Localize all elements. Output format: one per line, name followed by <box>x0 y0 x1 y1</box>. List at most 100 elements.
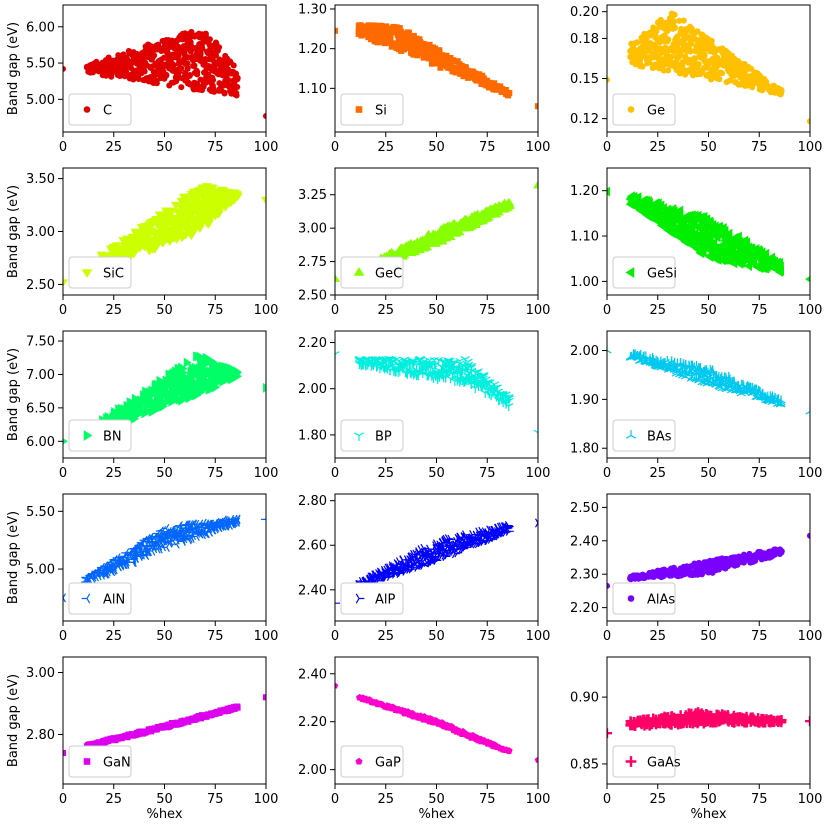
data-point <box>374 39 381 46</box>
data-point <box>446 62 453 69</box>
data-point-endpoint <box>262 113 266 120</box>
x-tick-label: 75 <box>479 629 496 644</box>
data-point <box>210 76 217 84</box>
data-point <box>161 542 170 552</box>
data-point <box>410 51 417 58</box>
data-point <box>203 219 214 228</box>
data-point <box>407 39 414 46</box>
data-points <box>63 514 266 603</box>
data-point <box>454 227 465 236</box>
legend: AlAs <box>612 582 676 615</box>
x-tick-label: 100 <box>798 140 823 155</box>
y-tick-label: 6.00 <box>26 435 55 450</box>
legend-box <box>340 582 404 615</box>
data-point <box>376 34 383 41</box>
data-point <box>504 523 513 533</box>
data-point <box>677 52 684 59</box>
data-point <box>504 395 514 404</box>
legend-box <box>612 256 676 289</box>
legend: AlN <box>68 582 132 615</box>
data-point <box>394 42 401 49</box>
legend-label: GeSi <box>647 267 677 282</box>
y-tick-label: 1.20 <box>298 42 327 57</box>
data-point <box>639 63 646 70</box>
data-point-endpoint <box>335 274 340 282</box>
x-tick-label: 0 <box>59 466 67 481</box>
x-tick-label: 75 <box>751 466 768 481</box>
legend-label: Si <box>375 104 387 119</box>
data-point <box>159 723 166 730</box>
data-point <box>776 266 785 276</box>
x-tick-label: 100 <box>526 140 551 155</box>
y-tick-label: 6.50 <box>26 401 55 416</box>
data-point <box>657 16 664 23</box>
legend-marker <box>355 593 365 604</box>
x-tick-label: 50 <box>700 466 717 481</box>
data-point <box>475 71 482 78</box>
x-tick-label: 25 <box>377 466 394 481</box>
data-point <box>686 56 693 63</box>
data-point <box>414 52 421 59</box>
y-tick-label: 5.00 <box>26 93 55 108</box>
data-point <box>150 406 159 416</box>
data-point <box>159 401 168 412</box>
data-point <box>135 407 144 418</box>
data-point <box>189 381 198 392</box>
data-point <box>775 257 784 268</box>
x-tick-label: 50 <box>156 140 173 155</box>
data-point <box>398 39 405 46</box>
data-point <box>179 231 190 240</box>
data-point <box>169 380 178 391</box>
data-point <box>170 201 181 210</box>
data-point <box>361 30 368 37</box>
data-point <box>126 64 133 71</box>
data-point <box>232 72 239 79</box>
data-point <box>679 59 686 66</box>
data-point <box>458 62 465 69</box>
data-point-endpoint <box>533 429 538 438</box>
x-tick-label: 0 <box>59 629 67 644</box>
data-point <box>468 68 475 75</box>
data-point-endpoint <box>535 518 538 528</box>
data-point <box>186 390 195 401</box>
x-tick-label: 75 <box>751 629 768 644</box>
y-tick-label: 2.20 <box>298 336 327 351</box>
y-tick-label: 2.50 <box>298 289 327 304</box>
x-tick-label: 75 <box>479 466 496 481</box>
data-point <box>181 219 192 228</box>
legend: BP <box>340 419 404 452</box>
data-point <box>504 403 514 412</box>
x-tick-label: 75 <box>207 303 224 318</box>
x-tick-label: 0 <box>603 303 611 318</box>
data-point <box>680 236 689 247</box>
data-point <box>205 36 212 43</box>
data-point <box>129 59 136 66</box>
data-point <box>436 47 443 54</box>
data-point <box>383 23 390 30</box>
data-point <box>419 43 426 50</box>
data-point <box>416 46 423 53</box>
data-point <box>692 48 699 55</box>
data-point <box>121 559 130 569</box>
legend-box <box>68 93 132 126</box>
data-point <box>180 719 187 726</box>
data-point <box>186 72 193 79</box>
data-points <box>63 28 266 120</box>
y-tick-label: 0.12 <box>570 112 599 127</box>
legend-box <box>612 582 676 615</box>
legend-box <box>68 745 132 778</box>
data-point <box>427 48 434 55</box>
data-point <box>169 60 176 67</box>
x-tick-label: 75 <box>479 140 496 155</box>
data-point <box>656 39 663 46</box>
data-point-endpoint <box>261 196 266 205</box>
data-point <box>117 57 124 64</box>
data-point <box>504 197 515 206</box>
data-point <box>230 62 237 69</box>
y-tick-label: 2.60 <box>298 539 327 554</box>
